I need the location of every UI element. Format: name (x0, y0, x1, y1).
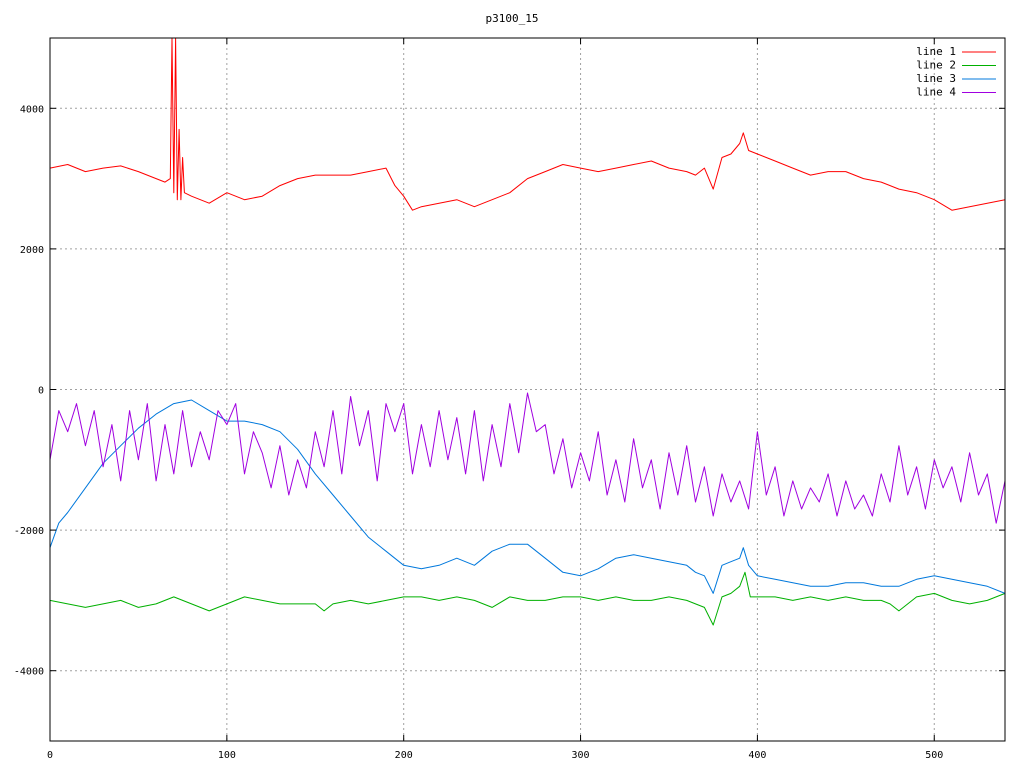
x-tick-label: 0 (47, 750, 53, 761)
x-tick-label: 300 (572, 750, 590, 761)
legend-label-3: line 3 (916, 72, 956, 85)
grid (50, 38, 1005, 741)
series-line-3 (49, 399, 1006, 594)
series-line-4 (49, 392, 1006, 524)
x-tick-label: 200 (395, 750, 413, 761)
chart-title: p3100_15 (486, 12, 539, 25)
legend-label-2: line 2 (916, 59, 956, 72)
x-tick-label: 400 (748, 750, 766, 761)
y-tick-label: 0 (38, 386, 44, 397)
x-tick-label: 100 (218, 750, 236, 761)
series-line-2 (49, 571, 1006, 626)
series-lines (49, 37, 1006, 626)
axes: 0 100 200 300 400 500 -4000 -2000 0 2000 4000 (14, 38, 1005, 761)
y-tick-label: -2000 (14, 526, 44, 537)
y-tick-label: 2000 (20, 245, 44, 256)
y-tick-label: -4000 (14, 667, 44, 678)
x-tick-label: 500 (925, 750, 943, 761)
y-tick-label: 4000 (20, 104, 44, 115)
legend-label-4: line 4 (916, 86, 956, 99)
legend-label-1: line 1 (916, 45, 956, 58)
series-line-1 (49, 37, 1006, 211)
